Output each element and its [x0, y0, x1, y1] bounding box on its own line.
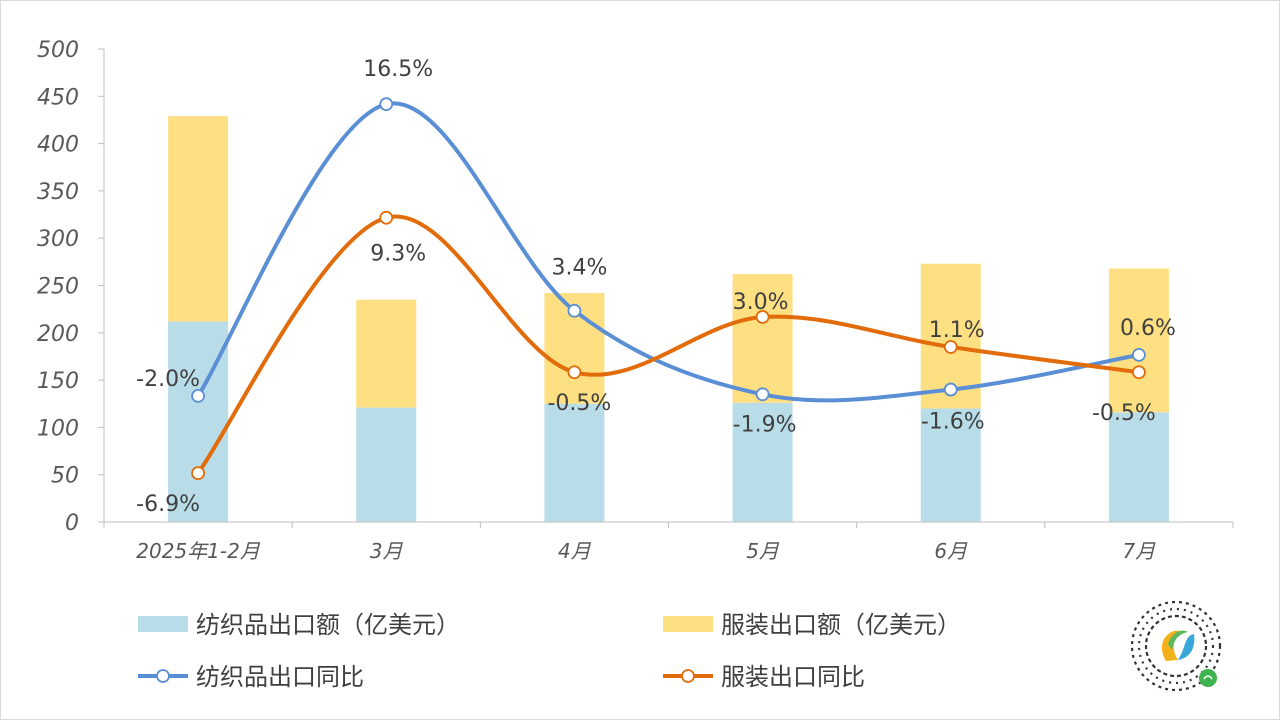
y-tick-label: 450	[37, 85, 79, 110]
lines	[191, 97, 1146, 481]
apparel-yoy-point	[191, 466, 205, 481]
data-label: -0.5%	[547, 391, 611, 416]
legend-label: 服装出口额（亿美元）	[721, 611, 961, 639]
bar-apparel	[356, 299, 417, 408]
apparel-yoy-point	[943, 340, 958, 354]
y-tick-label: 300	[37, 227, 79, 252]
y-tick-label: 500	[37, 38, 79, 63]
apparel-yoy-point	[1132, 365, 1146, 380]
y-tick-label: 150	[37, 369, 79, 394]
data-label: 3.4%	[551, 256, 607, 281]
data-label: 3.0%	[733, 290, 789, 315]
textile-yoy-point	[567, 303, 582, 318]
bar-textile	[732, 402, 793, 522]
textile-yoy-point	[379, 97, 394, 112]
legend-label: 纺织品出口同比	[196, 663, 364, 691]
y-tick-label: 250	[37, 275, 79, 300]
textile-yoy-point	[755, 387, 770, 402]
y-tick-label: 100	[37, 416, 79, 441]
data-label: 16.5%	[363, 57, 433, 82]
data-label: -1.9%	[733, 412, 797, 437]
data-label: 9.3%	[370, 242, 426, 267]
apparel-yoy-line	[196, 214, 1141, 476]
data-labels: -2.0% 16.5% 3.4% -1.9% -1.6% 0.6% -6.9% 9.3% -0.…	[136, 57, 1176, 517]
apparel-yoy-point	[755, 310, 770, 324]
legend: 纺织品出口额（亿美元） 服装出口额（亿美元） 纺织品出口同比 服装出口同比	[138, 611, 961, 691]
bar-textile	[920, 408, 981, 522]
data-label: 1.1%	[929, 318, 985, 343]
data-label: 0.6%	[1120, 316, 1176, 341]
y-tick-label: 400	[37, 133, 79, 158]
apparel-yoy-point	[379, 210, 394, 225]
legend-label: 服装出口同比	[721, 663, 865, 691]
x-category-label: 5月	[746, 539, 780, 563]
textile-yoy-point	[943, 382, 958, 397]
y-tick-label: 200	[37, 322, 79, 347]
legend-marker	[156, 669, 170, 683]
y-tick-label: 0	[65, 511, 79, 536]
x-category-label: 7月	[1123, 539, 1157, 563]
bar-apparel	[732, 274, 793, 403]
bar-textile	[544, 403, 605, 522]
data-label: -2.0%	[136, 367, 200, 392]
x-category-label: 4月	[558, 539, 592, 563]
bars	[168, 116, 1169, 522]
bar-textile	[356, 407, 417, 522]
bar-apparel	[168, 116, 229, 322]
legend-apparel-export: 服装出口额（亿美元）	[663, 611, 961, 639]
legend-swatch	[663, 616, 713, 632]
legend-label: 纺织品出口额（亿美元）	[196, 611, 460, 639]
bar-textile	[1108, 412, 1169, 522]
y-tick-label: 350	[37, 180, 79, 205]
legend-marker	[681, 669, 695, 683]
legend-textile-yoy: 纺织品出口同比	[138, 663, 364, 691]
data-label: -1.6%	[921, 410, 985, 435]
y-axis: 0 50 100 150 200 250 300 350 400 450 500	[37, 38, 105, 536]
bar-apparel	[1108, 268, 1169, 413]
x-category-label: 2025年1-2月	[136, 539, 261, 563]
legend-swatch	[138, 616, 188, 632]
textile-yoy-point	[191, 388, 205, 403]
y-tick-label: 50	[51, 464, 79, 489]
x-axis: 2025年1-2月 3月 4月 5月 6月 7月	[103, 521, 1234, 563]
data-label: -0.5%	[1092, 401, 1156, 426]
mini-program-code-icon	[1130, 600, 1222, 692]
data-label: -6.9%	[136, 492, 200, 517]
x-category-label: 3月	[370, 539, 404, 563]
legend-textile-export: 纺织品出口额（亿美元）	[138, 611, 460, 639]
x-category-label: 6月	[934, 539, 968, 563]
textile-yoy-point	[1132, 347, 1146, 362]
apparel-yoy-point	[567, 365, 582, 380]
legend-apparel-yoy: 服装出口同比	[663, 663, 865, 691]
